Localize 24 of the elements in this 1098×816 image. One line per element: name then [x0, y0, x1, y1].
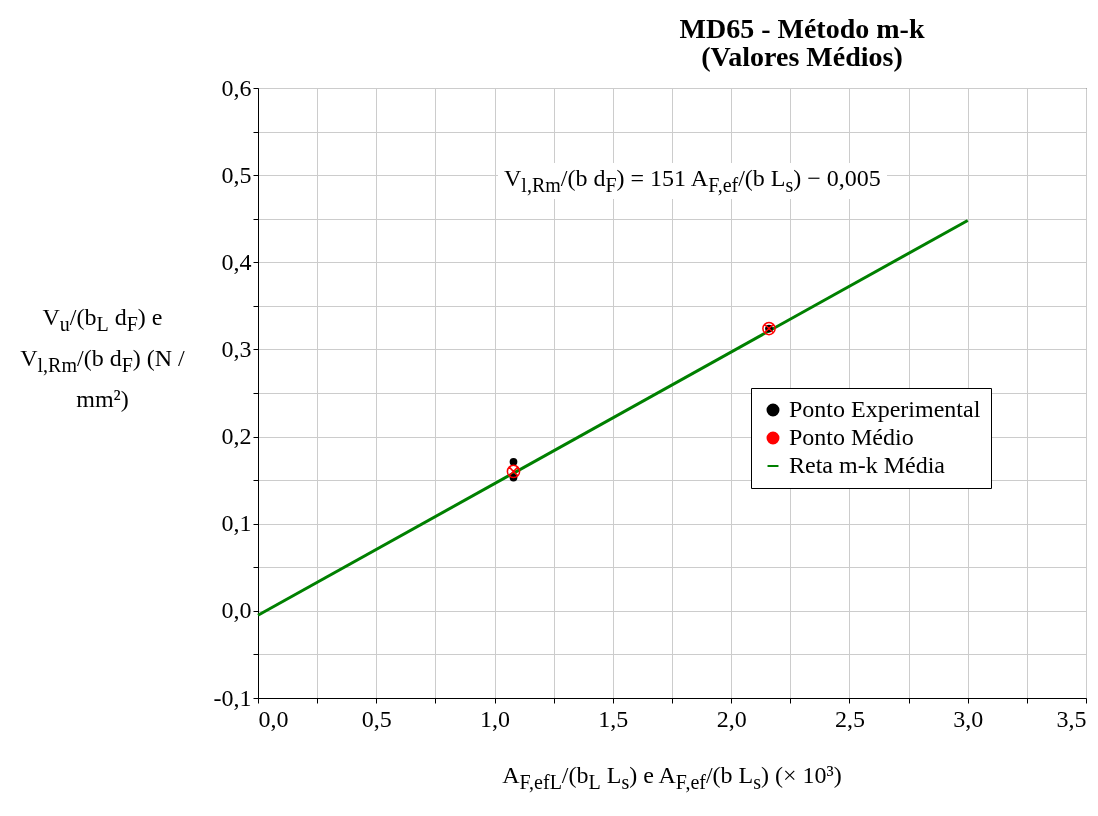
- y-tick-label: 0,4: [221, 248, 252, 275]
- legend-label: Ponto Experimental: [789, 396, 981, 422]
- text: A$_{F,ef}$$_{L}$/(b$_{L}$ L$_{s}$) e A$_{F,ef}$/(b L$_{s}$) (× 10³): [502, 762, 842, 793]
- y-tick-label: 0,0: [221, 597, 252, 624]
- x-tick-label: 3,5: [1056, 705, 1087, 732]
- x-tick-label: 3,0: [953, 705, 984, 732]
- x-tick-label: 2,5: [834, 705, 865, 732]
- chart-title: MD65 - Método m-k: [679, 13, 925, 44]
- y-tick-label: 0,3: [221, 335, 252, 362]
- chart-subtitle: (Valores Médios): [701, 41, 903, 72]
- y-tick-label: 0,2: [221, 423, 252, 450]
- x-tick-label: 1,5: [598, 705, 629, 732]
- y-tick-label: 0,1: [221, 510, 252, 537]
- x-tick-label: 0,0: [258, 705, 289, 732]
- text: V$_{l,Rm}$/(b d$_{F}$) = 151 A$_{F,ef}$/(b L$_{s}$) − 0,005: [504, 165, 881, 196]
- y-tick-label: 0,5: [221, 161, 252, 188]
- x-tick-label: 1,0: [480, 705, 511, 732]
- y-tick-label: 0,6: [221, 74, 252, 101]
- text: V$_{u}$/(b$_{L}$ d$_{F}$) e V$_{l,Rm}$/(b d$_{F}$) (N / mm²): [20, 304, 185, 412]
- y-tick-label: -0,1: [213, 684, 252, 711]
- x-tick-label: 0,5: [361, 705, 392, 732]
- legend-label: Ponto Médio: [789, 424, 914, 450]
- x-tick-label: 2,0: [716, 705, 747, 732]
- legend-label: Reta m-k Média: [789, 452, 946, 478]
